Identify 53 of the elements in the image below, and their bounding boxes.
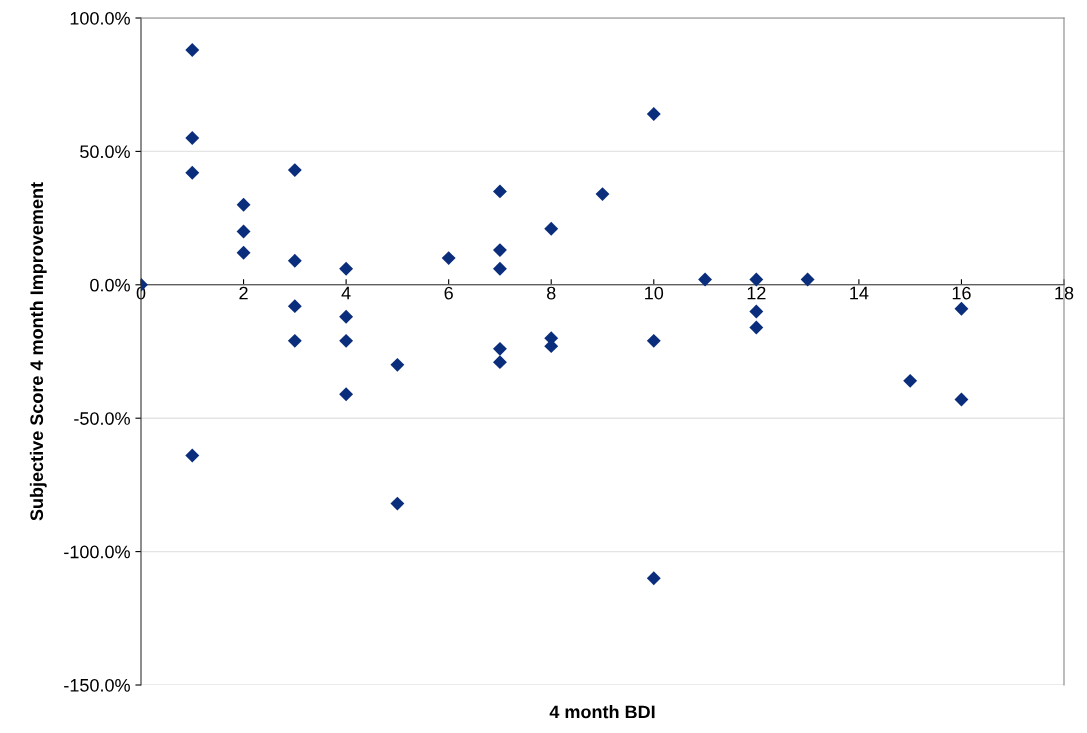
point [954, 392, 969, 407]
y-tick-label: 50.0% [80, 145, 130, 159]
point [954, 301, 969, 316]
y-tick-label: -100.0% [64, 545, 130, 559]
x-tick-label: 14 [850, 286, 869, 300]
point [493, 341, 507, 356]
point [287, 253, 302, 268]
point [287, 163, 302, 178]
point [185, 448, 200, 463]
x-tick-label: 12 [747, 286, 766, 300]
point [236, 197, 251, 212]
point [236, 224, 251, 239]
point [903, 373, 918, 388]
point [339, 333, 354, 348]
point [185, 43, 200, 57]
x-tick-label: 18 [1055, 286, 1074, 300]
point [646, 333, 661, 348]
point [595, 187, 610, 202]
point [185, 165, 200, 180]
y-axis-title: Subjective Score 4 month Improvement [29, 182, 47, 521]
y-tick-label: 0.0% [90, 278, 130, 292]
point [646, 107, 661, 121]
point [749, 304, 764, 319]
point [544, 221, 559, 236]
point [339, 261, 354, 276]
x-tick-label: 4 [341, 286, 351, 300]
point [646, 571, 661, 586]
point [339, 309, 354, 324]
x-tick-label: 10 [645, 286, 664, 300]
y-tick-label: -150.0% [64, 678, 130, 692]
point [493, 243, 507, 258]
x-tick-label: 16 [952, 286, 971, 300]
point [236, 245, 251, 260]
x-tick-label: 8 [546, 286, 556, 300]
point [287, 299, 302, 314]
point [390, 357, 405, 372]
y-tick-label: 100.0% [70, 11, 130, 25]
point [339, 387, 354, 402]
point [441, 251, 456, 266]
point [800, 272, 815, 287]
point [749, 320, 764, 335]
y-tick-label: -50.0% [74, 412, 130, 425]
point [493, 355, 507, 370]
point [287, 333, 302, 348]
point [185, 131, 200, 145]
point [493, 184, 507, 199]
point [493, 261, 507, 276]
x-tick-label: 2 [239, 286, 248, 300]
point [698, 272, 712, 287]
x-tick-label: 6 [444, 286, 453, 300]
x-axis-title: 4 month BDI [549, 705, 655, 719]
point [749, 272, 764, 287]
point [390, 496, 405, 511]
